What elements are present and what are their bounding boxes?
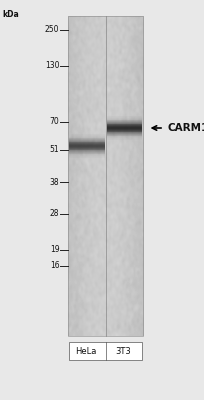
Text: 16: 16 xyxy=(50,262,59,270)
Bar xyxy=(106,130,142,131)
Bar xyxy=(68,155,104,156)
Bar xyxy=(106,127,142,128)
Bar xyxy=(68,152,104,153)
Bar xyxy=(68,156,104,157)
Bar xyxy=(68,154,104,155)
Bar xyxy=(106,125,142,126)
Bar xyxy=(106,136,142,137)
Bar xyxy=(68,153,104,154)
Bar xyxy=(67,16,143,336)
Bar xyxy=(106,118,142,119)
Bar xyxy=(106,123,142,124)
Text: 250: 250 xyxy=(45,26,59,34)
Text: 28: 28 xyxy=(50,210,59,218)
Bar xyxy=(68,145,104,146)
Bar xyxy=(106,137,142,138)
Bar xyxy=(106,128,142,129)
Text: kDa: kDa xyxy=(2,10,19,19)
Bar xyxy=(106,119,142,120)
Bar xyxy=(68,150,104,151)
Bar xyxy=(68,142,104,143)
Text: 130: 130 xyxy=(45,62,59,70)
Bar xyxy=(106,132,142,133)
Bar xyxy=(68,157,104,158)
Bar xyxy=(106,117,142,118)
Text: 19: 19 xyxy=(50,246,59,254)
Bar xyxy=(106,124,142,125)
Bar xyxy=(106,135,142,136)
Bar xyxy=(106,121,142,122)
Bar xyxy=(68,134,104,135)
Bar xyxy=(106,138,142,139)
Bar xyxy=(68,139,104,140)
Bar xyxy=(106,134,142,135)
Bar xyxy=(68,149,104,150)
Bar xyxy=(68,147,104,148)
Bar xyxy=(106,133,142,134)
Bar xyxy=(68,148,104,149)
Bar xyxy=(68,151,104,152)
Bar xyxy=(68,143,104,144)
Bar xyxy=(106,131,142,132)
Text: 3T3: 3T3 xyxy=(115,346,130,356)
Bar xyxy=(68,137,104,138)
Text: 70: 70 xyxy=(49,118,59,126)
Bar xyxy=(68,138,104,139)
Bar xyxy=(68,140,104,141)
Bar xyxy=(68,144,104,145)
Bar xyxy=(106,122,142,123)
Bar xyxy=(106,126,142,127)
Bar xyxy=(106,120,142,121)
Bar xyxy=(68,146,104,147)
Bar xyxy=(106,116,142,117)
Bar xyxy=(106,129,142,130)
Text: HeLa: HeLa xyxy=(75,346,96,356)
Text: CARM1: CARM1 xyxy=(166,123,204,133)
Text: 38: 38 xyxy=(50,178,59,186)
Text: 51: 51 xyxy=(50,146,59,154)
Bar xyxy=(68,342,142,360)
Bar xyxy=(106,139,142,140)
Bar xyxy=(68,141,104,142)
Bar xyxy=(68,136,104,137)
Bar xyxy=(68,135,104,136)
